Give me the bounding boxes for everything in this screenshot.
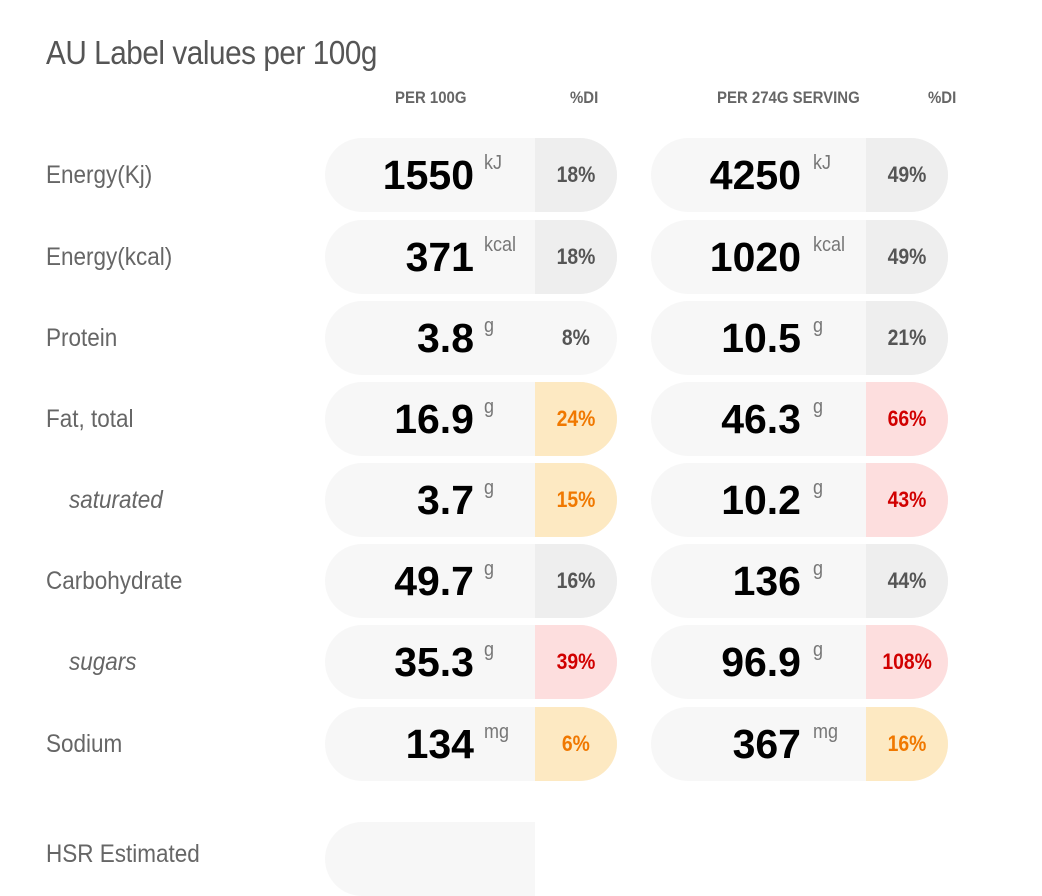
per-100g-unit: g — [484, 558, 495, 580]
per-100g-cell: 134 mg 6% — [325, 707, 617, 781]
header-di-100g: %DI — [570, 88, 599, 107]
per-100g-di: 39% — [535, 625, 617, 699]
per-serving-value: 10.5 — [721, 315, 801, 361]
per-serving-unit: g — [813, 396, 824, 418]
per-serving-di: 49% — [866, 220, 948, 294]
per-serving-cell: 10.2 g 43% — [651, 463, 948, 537]
per-100g-cell: 371 kcal 18% — [325, 220, 617, 294]
per-serving-value: 4250 — [709, 152, 801, 198]
per-serving-unit: g — [813, 315, 824, 337]
per-serving-value: 1020 — [709, 234, 801, 280]
nutrient-label: Protein — [46, 324, 118, 352]
per-serving-value: 10.2 — [721, 477, 801, 523]
per-100g-di: 18% — [535, 138, 617, 212]
per-100g-di: 15% — [535, 463, 617, 537]
per-100g-di: 18% — [535, 220, 617, 294]
per-100g-unit: g — [484, 639, 495, 661]
per-100g-cell: 3.7 g 15% — [325, 463, 617, 537]
per-100g-unit: g — [484, 315, 495, 337]
header-di-serving: %DI — [928, 88, 957, 107]
per-100g-di: 24% — [535, 382, 617, 456]
per-100g-cell: 1550 kJ 18% — [325, 138, 617, 212]
per-serving-value: 46.3 — [721, 396, 801, 442]
per-serving-cell: 46.3 g 66% — [651, 382, 948, 456]
per-serving-cell: 367 mg 16% — [651, 707, 948, 781]
header-per-serving: PER 274G SERVING — [717, 88, 860, 107]
nutrient-label: sugars — [69, 648, 137, 676]
per-100g-value: 35.3 — [394, 639, 474, 685]
per-serving-cell: 4250 kJ 49% — [651, 138, 948, 212]
per-serving-di: 43% — [866, 463, 948, 537]
nutrient-row-energy-kj: Energy(Kj) 1550 kJ 18% 4250 kJ 49% — [0, 138, 1042, 212]
per-serving-unit: g — [813, 639, 824, 661]
per-serving-value: 96.9 — [721, 639, 801, 685]
nutrient-label: Energy(kcal) — [46, 243, 173, 271]
per-serving-di: 21% — [866, 301, 948, 375]
per-serving-di: 108% — [866, 625, 948, 699]
per-serving-unit: mg — [813, 721, 839, 743]
per-serving-value: 367 — [732, 721, 801, 767]
per-serving-unit: kcal — [813, 234, 846, 256]
page-title: AU Label values per 100g — [46, 34, 377, 71]
per-100g-di: 8% — [562, 325, 590, 350]
per-serving-di: 49% — [866, 138, 948, 212]
per-serving-cell: 136 g 44% — [651, 544, 948, 618]
per-100g-value: 3.7 — [417, 477, 474, 523]
per-100g-value: 49.7 — [394, 558, 474, 604]
per-serving-value: 136 — [732, 558, 801, 604]
nutrient-label: Fat, total — [46, 405, 134, 433]
per-100g-cell: 3.8 g 8% — [325, 301, 617, 375]
per-serving-unit: g — [813, 477, 824, 499]
nutrient-row-fat-total: Fat, total 16.9 g 24% 46.3 g 66% — [0, 382, 1042, 456]
per-serving-unit: g — [813, 558, 824, 580]
per-100g-value: 16.9 — [394, 396, 474, 442]
hsr-label: HSR Estimated — [46, 840, 200, 868]
per-100g-value: 371 — [405, 234, 474, 280]
nutrient-label: Sodium — [46, 730, 123, 758]
per-serving-unit: kJ — [813, 152, 831, 174]
hsr-value-cell — [325, 822, 535, 896]
nutrient-row-protein: Protein 3.8 g 8% 10.5 g 21% — [0, 301, 1042, 375]
nutrient-row-saturated: saturated 3.7 g 15% 10.2 g 43% — [0, 463, 1042, 537]
nutrient-label: Energy(Kj) — [46, 161, 153, 189]
per-100g-unit: kcal — [484, 234, 517, 256]
per-100g-unit: g — [484, 396, 495, 418]
header-per-100g: PER 100G — [395, 88, 467, 107]
nutrient-row-sodium: Sodium 134 mg 6% 367 mg 16% — [0, 707, 1042, 781]
per-100g-cell: 49.7 g 16% — [325, 544, 617, 618]
per-serving-di: 16% — [866, 707, 948, 781]
per-100g-unit: mg — [484, 721, 510, 743]
per-serving-di: 44% — [866, 544, 948, 618]
per-100g-value: 3.8 — [417, 315, 474, 361]
per-serving-cell: 10.5 g 21% — [651, 301, 948, 375]
per-100g-value: 134 — [405, 721, 474, 767]
per-serving-cell: 1020 kcal 49% — [651, 220, 948, 294]
per-100g-value: 1550 — [382, 152, 474, 198]
nutrient-row-energy-kcal: Energy(kcal) 371 kcal 18% 1020 kcal 49% — [0, 220, 1042, 294]
per-100g-unit: kJ — [484, 152, 502, 174]
nutrient-label: saturated — [69, 486, 163, 514]
per-100g-unit: g — [484, 477, 495, 499]
per-serving-di: 66% — [866, 382, 948, 456]
per-100g-cell: 16.9 g 24% — [325, 382, 617, 456]
nutrient-row-sugars: sugars 35.3 g 39% 96.9 g 108% — [0, 625, 1042, 699]
per-100g-cell: 35.3 g 39% — [325, 625, 617, 699]
per-serving-cell: 96.9 g 108% — [651, 625, 948, 699]
nutrient-label: Carbohydrate — [46, 567, 183, 595]
per-100g-di: 6% — [535, 707, 617, 781]
nutrient-row-carbohydrate: Carbohydrate 49.7 g 16% 136 g 44% — [0, 544, 1042, 618]
per-100g-di: 16% — [535, 544, 617, 618]
